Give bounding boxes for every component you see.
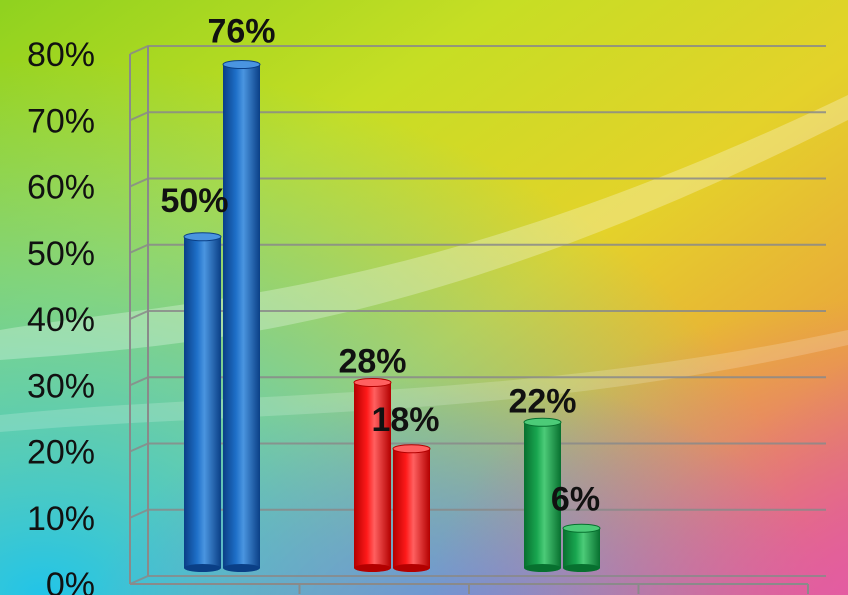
y-tick-label: 40%	[27, 301, 95, 339]
bar-base	[354, 564, 391, 572]
bar-base	[393, 564, 430, 572]
y-tick-label: 10%	[27, 500, 95, 538]
bar	[523, 417, 562, 572]
data-label: 22%	[508, 382, 576, 420]
y-tick-label: 30%	[27, 367, 95, 405]
bars	[183, 60, 601, 572]
bar-body	[354, 382, 391, 568]
bar-base	[563, 564, 600, 572]
y-tick-label: 0%	[46, 566, 95, 595]
bar-body	[524, 422, 561, 568]
bar	[392, 444, 431, 572]
bar	[562, 523, 601, 572]
bar	[353, 378, 392, 572]
y-tick-label: 20%	[27, 434, 95, 472]
y-tick-label: 80%	[27, 36, 95, 74]
bar-base	[223, 564, 260, 572]
bar-cap	[562, 523, 601, 533]
bar-cap	[222, 60, 261, 69]
bar-base	[524, 564, 561, 572]
data-label: 76%	[207, 13, 275, 51]
bar	[183, 232, 222, 572]
bar-cap	[183, 232, 222, 242]
bar-body	[184, 236, 221, 568]
data-label: 50%	[160, 182, 228, 220]
bar-cap	[392, 444, 431, 454]
y-tick-label: 60%	[27, 169, 95, 207]
bar-cap	[353, 378, 392, 387]
y-tick-label: 70%	[27, 102, 95, 140]
bar-body	[223, 64, 260, 568]
data-label: 18%	[371, 401, 439, 439]
bar	[222, 60, 261, 572]
bar-cap	[523, 417, 562, 427]
bar-body	[563, 528, 600, 568]
bar-body	[393, 448, 430, 568]
data-labels: 50% 28% 22% 76% 18% 6%	[160, 13, 600, 519]
y-tick-label: 50%	[27, 235, 95, 273]
data-label: 6%	[551, 480, 600, 518]
background-swoosh	[0, 95, 848, 360]
data-label: 28%	[338, 343, 406, 381]
bar-base	[184, 564, 221, 572]
y-axis: 0% 10% 20% 30% 40% 50% 60% 70% 80%	[27, 36, 809, 595]
